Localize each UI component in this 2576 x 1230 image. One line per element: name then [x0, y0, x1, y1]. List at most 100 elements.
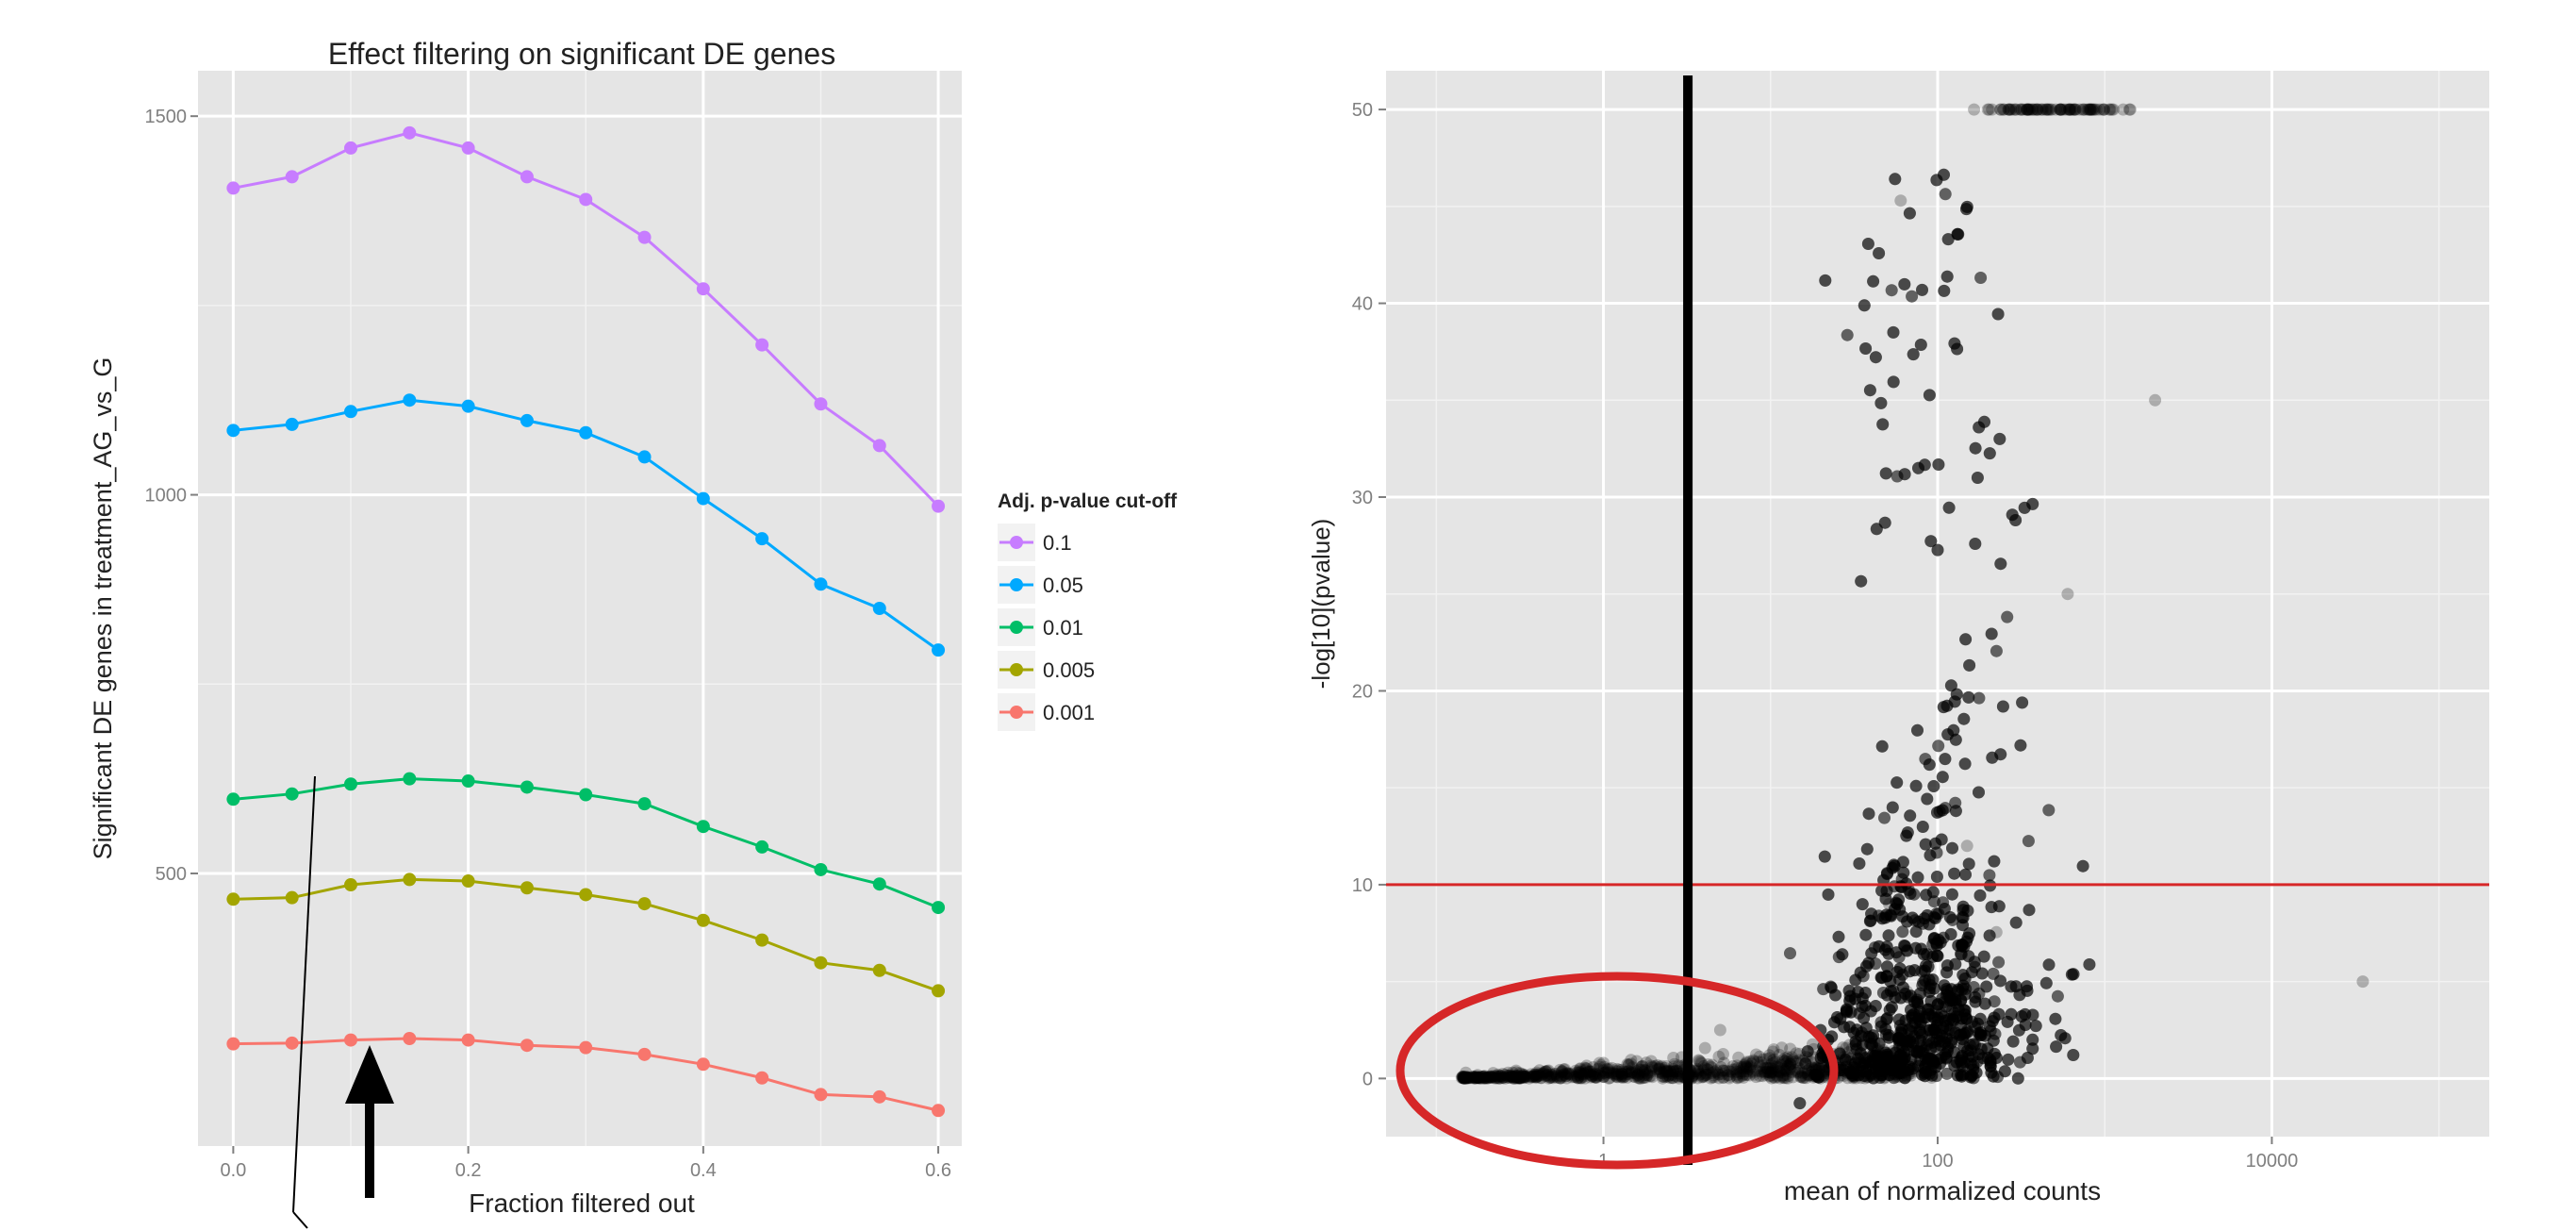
scatter-point: [1863, 1049, 1876, 1062]
scatter-point: [1797, 1072, 1810, 1085]
scatter-point: [1799, 1057, 1812, 1070]
scatter-point: [2014, 739, 2027, 752]
scatter-point: [1898, 468, 1911, 481]
scatter-point: [1640, 1056, 1653, 1070]
scatter-point: [1875, 1062, 1889, 1075]
scatter-point: [1586, 1069, 1598, 1082]
series-point: [344, 878, 357, 892]
scatter-point: [1554, 1069, 1567, 1082]
scatter-point: [1784, 1057, 1797, 1071]
scatter-point: [1671, 1071, 1684, 1084]
scatter-point: [1717, 1064, 1730, 1077]
scatter-point: [1856, 898, 1869, 911]
scatter-point: [1849, 1063, 1861, 1076]
scatter-point: [1781, 1055, 1794, 1069]
scatter-point: [1888, 1067, 1900, 1080]
scatter-point: [1886, 1062, 1899, 1074]
scatter-point: [2096, 103, 2109, 116]
scatter-point: [1855, 1055, 1868, 1069]
scatter-point: [1893, 1057, 1907, 1071]
scatter-point: [1645, 1060, 1659, 1073]
scatter-point: [1993, 432, 2006, 445]
scatter-point: [1571, 1066, 1583, 1079]
scatter-point: [1632, 1072, 1645, 1085]
scatter-point: [1865, 1068, 1878, 1081]
series-point: [872, 439, 886, 453]
scatter-point: [1737, 1060, 1750, 1073]
scatter-point: [1580, 1059, 1593, 1072]
scatter-point: [1793, 1097, 1807, 1110]
scatter-point: [1777, 1072, 1791, 1085]
scatter-point: [1875, 1058, 1889, 1072]
scatter-point: [1969, 995, 1982, 1008]
scatter-point: [1980, 980, 1993, 993]
scatter-point: [1897, 866, 1910, 879]
scatter-point: [1886, 801, 1899, 814]
scatter-point: [1456, 1071, 1469, 1084]
y-tick-label: 50: [1352, 100, 1373, 121]
scatter-point: [2067, 1049, 2080, 1061]
scatter-point: [1550, 1069, 1563, 1082]
scatter-point: [1771, 1071, 1784, 1084]
series-point: [226, 892, 240, 906]
scatter-point: [1808, 1061, 1822, 1074]
scatter-point: [1666, 1072, 1679, 1085]
scatter-point: [1865, 907, 1878, 921]
series-point: [579, 425, 593, 440]
scatter-point: [2013, 103, 2026, 116]
scatter-point: [1610, 1068, 1623, 1081]
line-chart: Effect filtering on significant DE genes…: [89, 37, 1178, 1229]
scatter-point: [1790, 1055, 1803, 1068]
line-chart-y-ticks: 500 1000 1500: [145, 107, 198, 885]
scatter-point: [1483, 1071, 1496, 1083]
scatter-point: [1750, 1048, 1762, 1061]
scatter-point: [1746, 1064, 1759, 1077]
scatter-point: [1636, 1072, 1649, 1085]
scatter-point: [1926, 886, 1940, 899]
scatter-point: [1840, 1041, 1853, 1055]
scatter-point: [1584, 1065, 1597, 1078]
scatter-point: [1891, 1043, 1904, 1055]
scatter-point: [1961, 905, 1974, 917]
scatter-point: [1893, 1062, 1907, 1075]
scatter-point: [1698, 1062, 1711, 1075]
scatter-point: [1586, 1070, 1599, 1083]
scatter-point: [1561, 1067, 1575, 1080]
scatter-point: [1784, 1042, 1797, 1055]
scatter-point: [1943, 1013, 1956, 1025]
scatter-point: [1504, 1071, 1517, 1084]
scatter-point: [1883, 1063, 1896, 1076]
line-chart-series: [226, 125, 946, 1118]
series-point: [285, 417, 299, 431]
scatter-point: [1872, 1055, 1885, 1069]
scatter-point: [1833, 1046, 1846, 1059]
scatter-point: [1491, 1072, 1504, 1085]
scatter-point: [1661, 1065, 1674, 1078]
scatter-point: [1732, 1051, 1745, 1064]
y-tick-label: 0: [1362, 1069, 1373, 1089]
scatter-point: [1836, 1062, 1849, 1075]
scatter-point: [1843, 1055, 1857, 1068]
scatter-point: [1489, 1072, 1501, 1085]
scatter-point: [1496, 1071, 1510, 1084]
scatter-point: [1615, 1068, 1628, 1081]
scatter-point: [1606, 1061, 1618, 1074]
scatter-point: [1667, 1065, 1680, 1078]
scatter-point: [1759, 1061, 1773, 1074]
scatter-point: [1572, 1069, 1585, 1081]
scatter-point: [1514, 1071, 1527, 1084]
scatter-point: [1494, 1072, 1507, 1085]
scatter-point: [1603, 1062, 1616, 1075]
scatter-point: [1551, 1072, 1563, 1084]
pointer-line-hook: [292, 1211, 308, 1229]
scatter-point: [1806, 1038, 1819, 1051]
scatter-point: [1713, 1023, 1726, 1037]
series-point: [579, 888, 593, 902]
series-point: [520, 881, 534, 895]
scatter-point: [1597, 1070, 1610, 1083]
scatter-point: [1573, 1066, 1586, 1079]
scatter-point: [1651, 1059, 1664, 1072]
scatter-point: [1883, 1058, 1896, 1072]
series-point: [344, 405, 357, 419]
series-point: [755, 839, 769, 854]
